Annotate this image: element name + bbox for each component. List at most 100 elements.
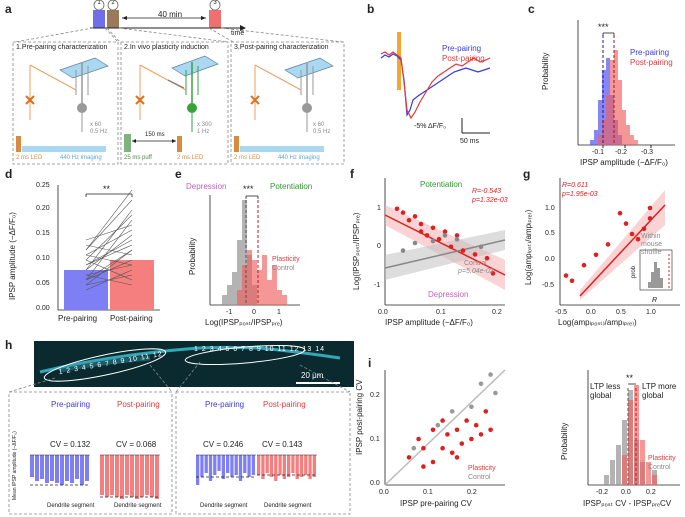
e-potentiation: Potentiation: [270, 182, 313, 191]
h-bar: [75, 455, 79, 479]
f-point: [436, 236, 442, 242]
b-legend-post: Post-pairing: [442, 54, 485, 63]
g-point: [647, 216, 653, 221]
c-sig: ***: [598, 22, 609, 32]
f-point: [448, 244, 454, 250]
g-ytick-4: -0.5: [542, 282, 555, 289]
f-ctrl-p: p=5.04e-02: [458, 268, 494, 275]
i-point: [421, 445, 426, 451]
d-pair-line: [85, 229, 133, 256]
h-bar: [221, 455, 225, 479]
g-inset-title: Within mouse shuffle: [641, 233, 663, 256]
neuron-drawing-3: [250, 57, 334, 132]
i-point: [440, 418, 445, 423]
h-bar: [105, 455, 109, 497]
h-bar: [312, 455, 316, 477]
h-bar: [243, 455, 247, 473]
h-bar: [80, 455, 84, 485]
e-xtick-2: 0: [252, 309, 256, 316]
h-roi-right: [184, 344, 306, 366]
delay-label: 150 ms: [145, 132, 165, 138]
c-legend-post: Post-pairing: [630, 58, 673, 67]
step-2: 2: [111, 0, 115, 6]
f-point: [406, 217, 412, 223]
g-point: [617, 210, 623, 216]
g-point: [635, 236, 641, 242]
g-point: [623, 221, 629, 226]
h-bar: [269, 455, 274, 477]
imaging-label-1: 440 Hz imaging: [60, 155, 102, 161]
g-point: [581, 262, 587, 268]
h-bar: [100, 455, 104, 495]
d-pair-line: [85, 239, 133, 266]
h-xlabel-3: Dendrite segment: [200, 503, 248, 509]
i-sig: **: [626, 373, 634, 383]
d-ytick-3: 0.15: [36, 230, 50, 237]
b-legend-pre: Pre-pairing: [442, 44, 482, 53]
h-bar: [155, 455, 159, 499]
c-xtick-3: -0.3: [641, 149, 654, 156]
h-bar: [120, 455, 124, 499]
i-ytick-0: 0.0: [370, 480, 380, 487]
i-point: [454, 427, 460, 433]
g-points: [563, 205, 653, 284]
b-scale-x: 50 ms: [460, 138, 480, 145]
d-pair-line: [85, 249, 133, 286]
e-depression: Depression: [186, 182, 227, 191]
h-bar: [304, 455, 308, 475]
h-bar: [257, 455, 261, 475]
h-bar: [35, 455, 39, 481]
timeline-gap: 40 min: [158, 10, 183, 19]
box-induction: [120, 41, 229, 165]
h-roi-left: [43, 348, 167, 382]
d-ytick-2: 0.10: [36, 255, 50, 262]
f-ytick-3: -1: [374, 282, 381, 289]
i-point: [416, 436, 421, 442]
d-ytick-5: 0.25: [36, 182, 50, 189]
d-sig: **: [103, 184, 111, 194]
f-point: [430, 225, 436, 231]
h-bar: [150, 455, 154, 497]
d-pair-line: [85, 214, 133, 261]
i-xtick2-1: 0.0: [621, 489, 631, 496]
f-ctrl-name: Control: [464, 260, 487, 267]
e-xtick-1: -1: [226, 309, 233, 316]
h-bar: [291, 455, 295, 473]
i-legend-ctrl: Control: [468, 474, 491, 481]
reps-3: x 60 0.5 Hz: [313, 122, 331, 135]
i-point: [430, 427, 436, 433]
puff-pulse: [124, 134, 131, 152]
f-fit-plast: [384, 214, 506, 276]
g-xtick-4: 1.0: [646, 309, 656, 316]
i-point: [473, 422, 479, 428]
led-pulse-3: [234, 136, 239, 152]
panel-label-b: b: [367, 2, 375, 16]
h-bar: [230, 455, 234, 477]
h-bar: [299, 455, 304, 477]
h-bar: [50, 455, 54, 481]
h-bar: [234, 455, 238, 475]
i-xtick2-2: 0.2: [646, 489, 656, 496]
f-ctrl-point: [454, 236, 460, 242]
i-point: [440, 445, 445, 451]
i-ctrl-point: [493, 390, 498, 396]
f-ctrl-point: [430, 238, 436, 244]
h-cv-post-r: CV = 0.143: [262, 440, 303, 449]
f-xtick-2: 0.1: [436, 309, 446, 316]
i-xtick-2: 0.2: [467, 489, 477, 496]
h-bar: [145, 455, 149, 495]
h-bar: [308, 455, 312, 479]
h-cv-pre-r: CV = 0.246: [203, 440, 244, 449]
i-point: [449, 450, 455, 456]
led-label-3: 2 ms LED: [234, 155, 261, 161]
d-pair-line: [85, 189, 133, 251]
i-ctrl-point: [435, 422, 441, 428]
c-hist-post: [598, 50, 638, 145]
h-bar: [295, 455, 299, 479]
